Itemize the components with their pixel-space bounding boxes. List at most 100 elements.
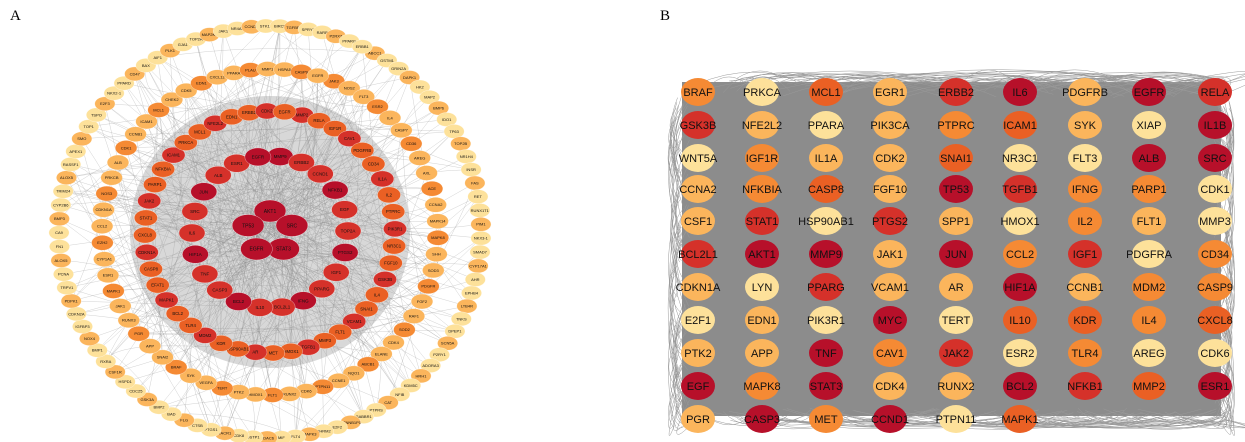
gene-node[interactable]: SOD2 xyxy=(393,322,416,338)
gene-node[interactable]: EGF xyxy=(331,200,358,219)
gene-node[interactable]: ESR2 xyxy=(1003,339,1037,367)
gene-node[interactable]: CDK1 xyxy=(1198,175,1232,203)
gene-node[interactable]: HK2 xyxy=(409,79,431,95)
gene-node[interactable]: TLR4 xyxy=(178,317,203,334)
gene-node[interactable]: TP53 xyxy=(232,214,265,237)
gene-node[interactable]: AREG xyxy=(408,150,431,166)
gene-node[interactable]: EGR1 xyxy=(873,78,907,106)
gene-node[interactable]: SYK xyxy=(1068,111,1102,139)
gene-node[interactable]: TP53 xyxy=(939,175,973,203)
gene-node[interactable]: RELA xyxy=(1198,78,1232,106)
gene-node[interactable]: ICAM1 xyxy=(161,146,186,164)
gene-node[interactable]: SPP1 xyxy=(939,207,973,235)
gene-node[interactable]: PTGS2 xyxy=(331,243,359,262)
gene-node[interactable]: PTPN11 xyxy=(311,379,334,395)
gene-node[interactable]: IL2 xyxy=(377,186,401,204)
gene-node[interactable]: PRKCB xyxy=(100,170,123,186)
gene-node[interactable]: MMP9 xyxy=(809,240,843,268)
gene-node[interactable]: SHH xyxy=(425,246,448,262)
gene-node[interactable]: IL4 xyxy=(365,286,389,303)
gene-node[interactable]: CDK5 xyxy=(175,83,198,99)
gene-node[interactable]: JAK2 xyxy=(137,192,161,210)
gene-node[interactable]: MAPK1 xyxy=(154,291,179,309)
gene-node[interactable]: AR xyxy=(939,273,973,301)
gene-node[interactable]: IGF1R xyxy=(323,120,347,137)
gene-node[interactable]: MCL1 xyxy=(809,78,843,106)
gene-node[interactable]: PIK3R1 xyxy=(383,220,407,238)
gene-node[interactable]: STAT1 xyxy=(745,207,779,235)
gene-node[interactable]: EDN1 xyxy=(745,306,779,334)
gene-node[interactable]: MAPK8 xyxy=(426,230,449,246)
gene-node[interactable]: SOD3 xyxy=(422,262,445,279)
gene-node[interactable]: CDK4 xyxy=(382,334,405,351)
gene-node[interactable]: ALB xyxy=(1132,144,1166,172)
gene-node[interactable]: MCL1 xyxy=(147,102,170,118)
gene-node[interactable]: ICAM1 xyxy=(1003,111,1037,139)
gene-node[interactable]: CCNA2 xyxy=(424,197,447,213)
gene-node[interactable]: IGF1R xyxy=(745,144,779,172)
gene-node[interactable]: PTPRC xyxy=(381,203,405,220)
gene-node[interactable]: PTK2 xyxy=(681,339,715,367)
gene-node[interactable]: IL1B xyxy=(1198,111,1232,139)
gene-node[interactable]: MMP2 xyxy=(1132,372,1166,400)
gene-node[interactable]: NKX3-1 xyxy=(470,231,492,246)
gene-node[interactable]: CCND1 xyxy=(307,164,334,184)
gene-node[interactable]: SNAI2 xyxy=(151,349,174,365)
gene-node[interactable]: PLAU xyxy=(239,62,262,78)
gene-node[interactable]: EZH2 xyxy=(91,235,114,251)
gene-node[interactable]: TLR4 xyxy=(1068,339,1102,367)
gene-node[interactable]: BCL2 xyxy=(1003,372,1037,400)
gene-node[interactable]: MMP3 xyxy=(1198,207,1232,235)
gene-node[interactable]: STAT1 xyxy=(134,209,158,227)
gene-node[interactable]: EGFR xyxy=(306,68,329,84)
gene-node[interactable]: FLT3 xyxy=(352,89,375,105)
gene-node[interactable]: TOP2A xyxy=(334,221,362,241)
gene-node[interactable]: APP xyxy=(138,338,162,354)
gene-node[interactable]: IL2 xyxy=(1068,207,1102,235)
gene-node[interactable]: IL6 xyxy=(178,223,206,243)
gene-node[interactable]: CYP1A1 xyxy=(93,251,116,267)
gene-node[interactable]: TERT xyxy=(939,306,973,334)
gene-node[interactable]: EGFR xyxy=(240,237,273,261)
gene-node[interactable]: ESR1 xyxy=(96,267,120,283)
gene-node[interactable]: CAV1 xyxy=(873,339,907,367)
gene-node[interactable]: CCNB1 xyxy=(124,126,147,142)
gene-node[interactable]: FLT3 xyxy=(1068,144,1102,172)
gene-node[interactable]: ABCB1 xyxy=(357,356,380,372)
gene-node[interactable]: IL10 xyxy=(1003,306,1037,334)
gene-node[interactable]: FGF10 xyxy=(873,175,907,203)
gene-node[interactable]: RUNX1T1 xyxy=(469,203,491,218)
gene-node[interactable]: IFNG xyxy=(1068,175,1102,203)
gene-node[interactable]: CHEK2 xyxy=(160,92,183,108)
gene-node[interactable]: NOS2 xyxy=(338,80,361,96)
gene-node[interactable]: BRAF xyxy=(681,78,715,106)
gene-node[interactable]: PGR xyxy=(127,326,150,342)
gene-node[interactable]: CDK2 xyxy=(873,144,907,172)
gene-node[interactable]: MDM2 xyxy=(193,327,217,344)
gene-node[interactable]: KDR xyxy=(1068,306,1102,334)
gene-node[interactable]: FGF10 xyxy=(379,254,403,272)
gene-node[interactable]: ALB xyxy=(106,154,130,171)
gene-node[interactable]: CASP7 xyxy=(390,122,413,138)
gene-node[interactable]: ESR2 xyxy=(366,99,389,115)
gene-node[interactable]: CDK4 xyxy=(873,372,907,400)
gene-node[interactable]: EGFR xyxy=(244,147,272,167)
gene-node[interactable]: PTK2 xyxy=(227,384,250,400)
gene-node[interactable]: HIF1A xyxy=(1003,273,1037,301)
gene-node[interactable]: MAPK1 xyxy=(102,283,125,299)
gene-node[interactable]: MYC xyxy=(873,306,907,334)
gene-node[interactable]: CDKN1A xyxy=(135,244,159,261)
gene-node[interactable]: SRC xyxy=(1198,144,1232,172)
gene-node[interactable]: APP xyxy=(745,339,779,367)
gene-node[interactable]: MMP1 xyxy=(256,61,279,77)
gene-node[interactable]: PGR xyxy=(681,405,715,433)
gene-node[interactable]: IL6 xyxy=(1003,78,1037,106)
gene-node[interactable]: JUN xyxy=(190,182,218,201)
gene-node[interactable]: GSK3B xyxy=(373,271,397,288)
gene-node[interactable]: VEGFA xyxy=(195,375,218,391)
gene-node[interactable]: CD36 xyxy=(400,136,423,152)
gene-node[interactable]: AREG xyxy=(1132,339,1166,367)
gene-node[interactable]: CCL2 xyxy=(1003,240,1037,268)
gene-node[interactable]: FGF2 xyxy=(410,293,434,310)
gene-node[interactable]: MAP2 xyxy=(419,90,440,105)
